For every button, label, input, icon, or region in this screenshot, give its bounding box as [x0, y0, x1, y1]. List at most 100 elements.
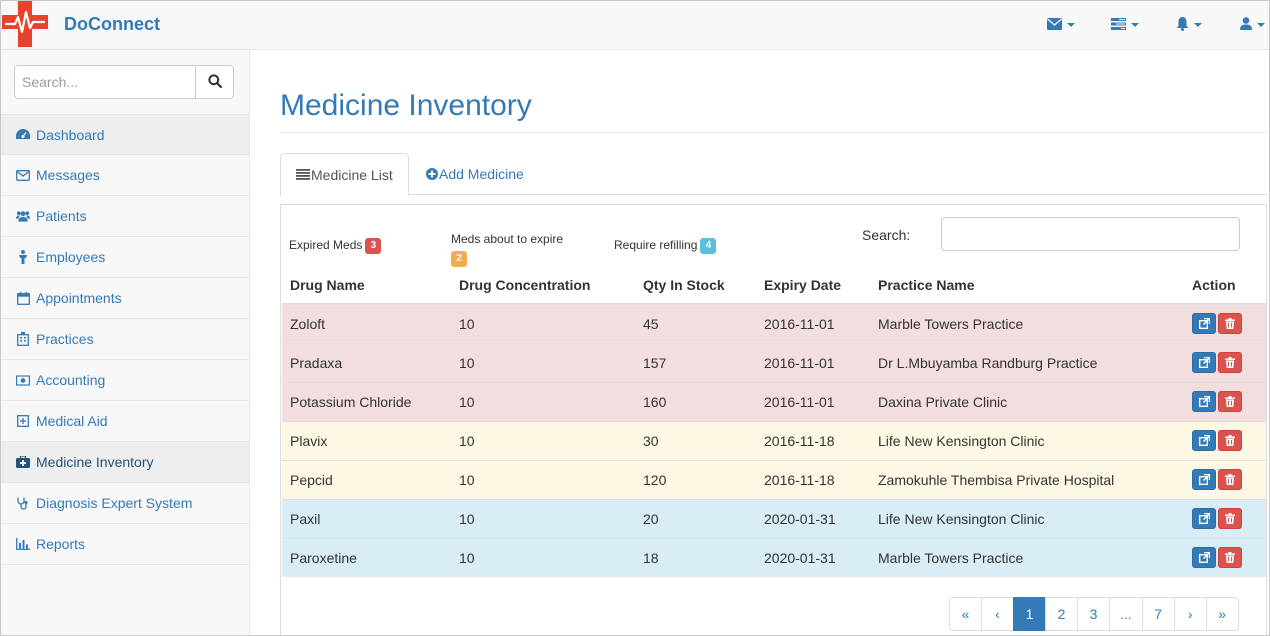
qty-cell: 120: [635, 459, 756, 499]
expiry-cell: 2016-11-01: [756, 303, 870, 343]
page-next-button[interactable]: ›: [1173, 597, 1207, 631]
sidebar-item-label: Medicine Inventory: [36, 454, 154, 470]
column-header[interactable]: Drug Concentration: [451, 267, 635, 305]
qty-cell: 18: [635, 537, 756, 577]
edit-button[interactable]: [1192, 508, 1216, 529]
sidebar-item-label: Reports: [36, 536, 86, 552]
tab-add-medicine[interactable]: Add Medicine: [426, 153, 524, 195]
table-row: Zoloft 10 45 2016-11-01 Marble Towers Pr…: [282, 303, 1266, 343]
sidebar-item-label: Patients: [36, 208, 87, 224]
table-header-row: Drug Name Drug Concentration Qty In Stoc…: [282, 267, 1266, 305]
edit-button[interactable]: [1192, 469, 1216, 490]
alerts-dropdown[interactable]: [1176, 15, 1202, 35]
sidebar-nav: Dashboard Messages Patients Employees: [1, 114, 249, 565]
drug-name-cell: Zoloft: [282, 303, 451, 343]
qty-cell: 45: [635, 303, 756, 343]
tab-bar: Medicine List Add Medicine: [280, 153, 1267, 196]
brand-name[interactable]: DoConnect: [64, 14, 160, 34]
caret-down-icon: [1194, 23, 1202, 27]
page-last-button[interactable]: »: [1205, 597, 1239, 631]
sidebar-item-medicine-inventory[interactable]: Medicine Inventory: [1, 442, 249, 483]
column-header[interactable]: Practice Name: [870, 267, 1184, 305]
external-link-icon: [1198, 316, 1210, 332]
column-header[interactable]: Expiry Date: [756, 267, 870, 305]
user-icon: [1240, 17, 1252, 33]
sidebar-item-label: Employees: [36, 249, 106, 265]
column-header[interactable]: Drug Name: [282, 267, 451, 305]
delete-button[interactable]: [1218, 313, 1242, 335]
page-button-1[interactable]: 1: [1013, 597, 1046, 631]
drug-name-cell: Pradaxa: [282, 342, 451, 382]
sidebar-item-employees[interactable]: Employees: [1, 237, 249, 278]
sidebar-item-label: Diagnosis Expert System: [36, 495, 193, 511]
concentration-cell: 10: [451, 342, 635, 382]
legend-label: Require refilling: [614, 238, 698, 253]
edit-button[interactable]: [1192, 313, 1216, 335]
refill-count-badge: 4: [700, 238, 717, 254]
calendar-icon: [16, 291, 30, 305]
tasks-icon: [1111, 17, 1126, 33]
sidebar-item-dashboard[interactable]: Dashboard: [1, 114, 249, 155]
bell-icon: [1176, 16, 1189, 34]
concentration-cell: 10: [451, 303, 635, 343]
sidebar-item-practices[interactable]: Practices: [1, 319, 249, 360]
trash-icon: [1225, 550, 1235, 566]
delete-button[interactable]: [1218, 508, 1242, 529]
pagination: « ‹ 1 2 3 ... 7 › »: [949, 597, 1239, 631]
external-link-icon: [1198, 511, 1210, 527]
sidebar-item-label: Messages: [36, 167, 100, 183]
table-search-input[interactable]: [941, 217, 1240, 251]
table-search-label: Search:: [862, 227, 911, 243]
expiring-count-badge: 2: [451, 251, 467, 267]
sidebar-item-label: Dashboard: [36, 126, 105, 143]
sidebar-item-messages[interactable]: Messages: [1, 155, 249, 196]
legend-expired: Expired Meds 3: [289, 238, 382, 254]
sidebar-item-diagnosis-expert-system[interactable]: Diagnosis Expert System: [1, 483, 249, 524]
delete-button[interactable]: [1218, 391, 1242, 412]
external-link-icon: [1198, 394, 1210, 410]
action-cell: [1184, 459, 1266, 499]
sidebar: Dashboard Messages Patients Employees: [1, 50, 250, 635]
expired-count-badge: 3: [365, 238, 382, 254]
tab-label: Add Medicine: [439, 166, 524, 182]
page-button-2[interactable]: 2: [1045, 597, 1078, 631]
sidebar-item-label: Appointments: [36, 290, 122, 306]
column-header[interactable]: Qty In Stock: [635, 267, 756, 305]
list-icon: [296, 169, 310, 180]
qty-cell: 30: [635, 420, 756, 460]
edit-button[interactable]: [1192, 547, 1216, 569]
external-link-icon: [1198, 433, 1210, 449]
messages-dropdown[interactable]: [1047, 15, 1075, 35]
sidebar-search-button[interactable]: [196, 65, 234, 99]
medicine-list-panel: [280, 204, 1267, 635]
page-first-button[interactable]: «: [949, 597, 982, 631]
edit-button[interactable]: [1192, 352, 1216, 373]
delete-button[interactable]: [1218, 430, 1242, 451]
plus-square-icon: [16, 414, 30, 428]
top-navbar: DoConnect: [1, 1, 1269, 50]
edit-button[interactable]: [1192, 430, 1216, 451]
delete-button[interactable]: [1218, 352, 1242, 373]
medkit-icon: [16, 455, 30, 469]
sidebar-item-reports[interactable]: Reports: [1, 524, 249, 565]
tasks-dropdown[interactable]: [1111, 15, 1139, 35]
table-row: Pepcid 10 120 2016-11-18 Zamokuhle Themb…: [282, 459, 1266, 499]
qty-cell: 160: [635, 381, 756, 421]
page-button-3[interactable]: 3: [1077, 597, 1110, 631]
page-prev-button[interactable]: ‹: [981, 597, 1014, 631]
sidebar-item-patients[interactable]: Patients: [1, 196, 249, 237]
logo-icon[interactable]: [2, 1, 48, 47]
sidebar-item-appointments[interactable]: Appointments: [1, 278, 249, 319]
legend-label: Expired Meds: [289, 238, 363, 253]
delete-button[interactable]: [1218, 469, 1242, 490]
expiry-cell: 2016-11-01: [756, 342, 870, 382]
expiry-cell: 2016-11-01: [756, 381, 870, 421]
sidebar-search-input[interactable]: [14, 65, 196, 99]
user-dropdown[interactable]: [1240, 15, 1265, 35]
sidebar-item-accounting[interactable]: Accounting: [1, 360, 249, 401]
edit-button[interactable]: [1192, 391, 1216, 412]
tab-medicine-list[interactable]: Medicine List: [280, 153, 409, 196]
delete-button[interactable]: [1218, 547, 1242, 569]
page-button-7[interactable]: 7: [1141, 597, 1175, 631]
sidebar-item-medical-aid[interactable]: Medical Aid: [1, 401, 249, 442]
